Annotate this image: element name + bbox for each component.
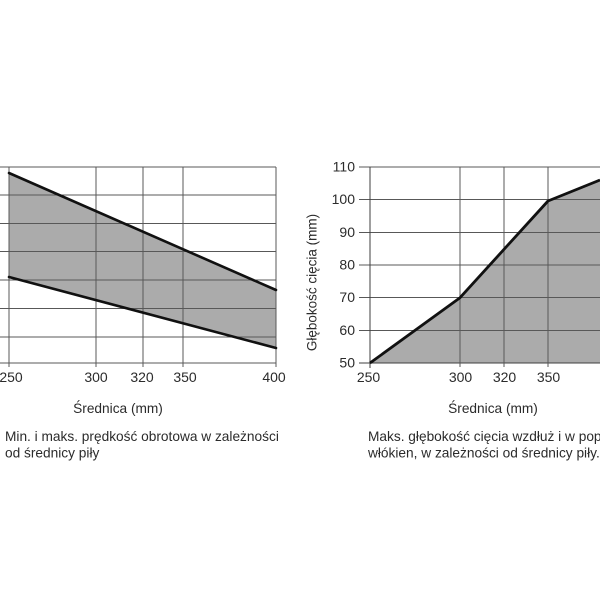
svg-text:320: 320 (130, 369, 154, 385)
svg-text:Średnica (mm): Średnica (mm) (73, 401, 163, 416)
svg-text:400: 400 (262, 369, 286, 385)
svg-text:320: 320 (493, 369, 517, 385)
svg-text:Średnica (mm): Średnica (mm) (448, 401, 538, 416)
svg-text:110: 110 (333, 159, 356, 175)
svg-text:350: 350 (537, 369, 561, 385)
svg-text:od średnicy piły: od średnicy piły (5, 446, 99, 461)
svg-text:80: 80 (339, 257, 355, 273)
svg-text:Min. i maks. prędkość obrotowa: Min. i maks. prędkość obrotowa w zależno… (5, 429, 279, 444)
svg-text:90: 90 (339, 224, 355, 240)
svg-text:50: 50 (339, 355, 355, 371)
svg-text:włókien, w zależności od średn: włókien, w zależności od średnicy piły. (367, 446, 600, 461)
svg-text:100: 100 (332, 191, 356, 207)
svg-text:350: 350 (173, 369, 197, 385)
svg-text:Maks. głębokość cięcia wzdłuż: Maks. głębokość cięcia wzdłuż i w poprze… (368, 429, 600, 444)
svg-text:300: 300 (449, 369, 473, 385)
svg-text:300: 300 (84, 369, 108, 385)
svg-text:70: 70 (339, 289, 355, 305)
svg-text:250: 250 (357, 369, 381, 385)
svg-text:60: 60 (339, 322, 355, 338)
svg-text:Głębokość cięcia (mm): Głębokość cięcia (mm) (305, 214, 320, 351)
svg-text:250: 250 (0, 369, 23, 385)
